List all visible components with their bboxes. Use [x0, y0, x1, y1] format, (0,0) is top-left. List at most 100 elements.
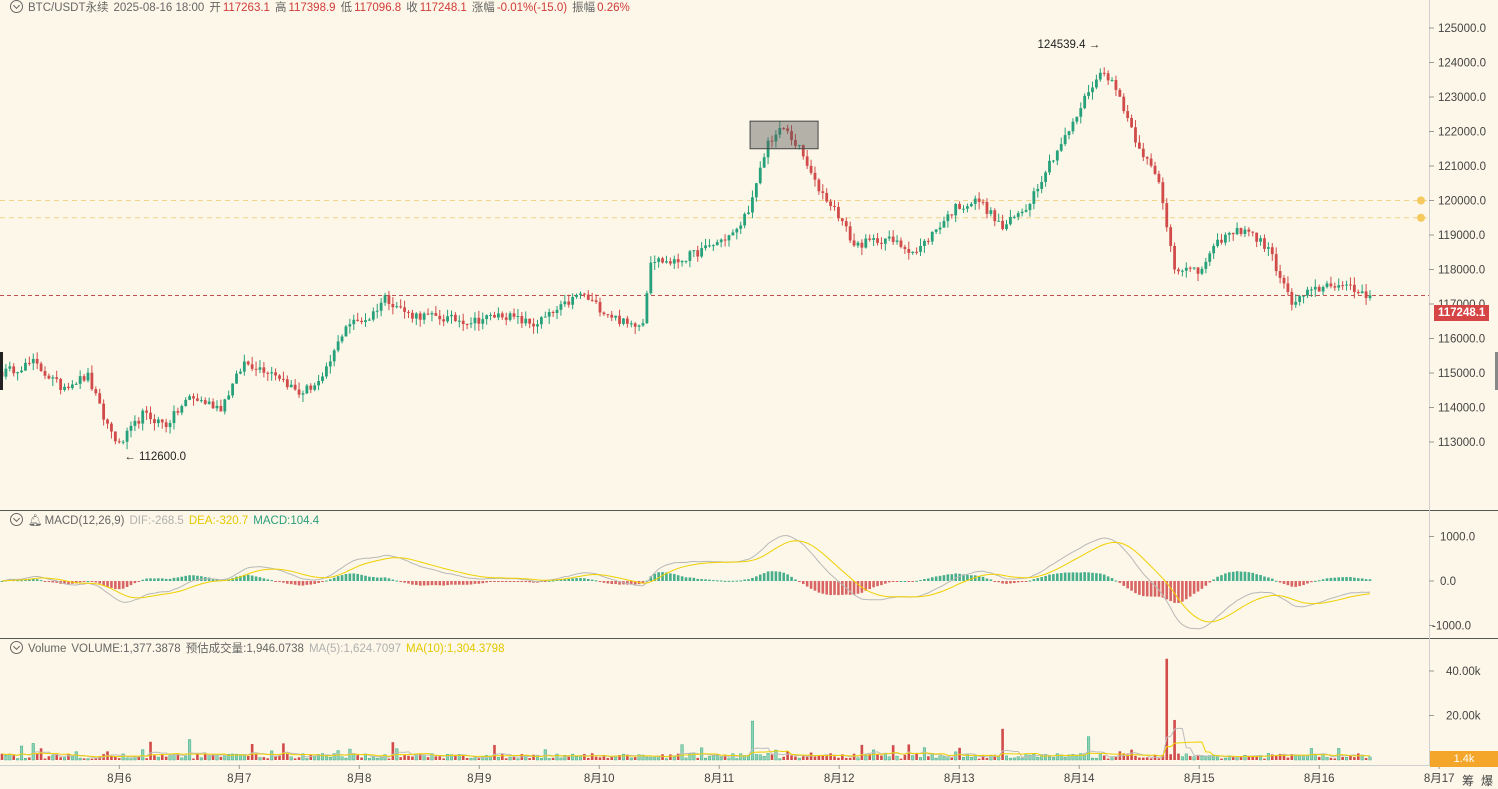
- volume-bar[interactable]: [727, 757, 731, 761]
- volume-bar[interactable]: [539, 757, 543, 761]
- macd-histogram-bar[interactable]: [1263, 576, 1266, 581]
- macd-histogram-bar[interactable]: [1360, 578, 1364, 581]
- macd-histogram-bar[interactable]: [477, 581, 481, 584]
- volume-bar[interactable]: [1055, 753, 1059, 761]
- candle[interactable]: [1243, 229, 1247, 234]
- macd-histogram-bar[interactable]: [1079, 572, 1083, 581]
- macd-histogram-bar[interactable]: [254, 576, 258, 581]
- candle[interactable]: [336, 341, 340, 351]
- macd-histogram-bar[interactable]: [1349, 577, 1352, 581]
- volume-bar[interactable]: [532, 754, 535, 760]
- candle[interactable]: [1282, 277, 1286, 284]
- candle[interactable]: [1223, 234, 1227, 243]
- macd-histogram-bar[interactable]: [571, 578, 574, 581]
- volume-bar[interactable]: [1063, 757, 1067, 761]
- candle[interactable]: [1032, 191, 1036, 204]
- macd-histogram-bar[interactable]: [1313, 580, 1317, 582]
- volume-bar[interactable]: [1114, 757, 1118, 760]
- candle[interactable]: [125, 430, 129, 442]
- volume-bar[interactable]: [1087, 736, 1091, 761]
- volume-bar[interactable]: [430, 753, 434, 761]
- candle[interactable]: [446, 316, 449, 322]
- candle[interactable]: [555, 309, 559, 314]
- candle[interactable]: [1009, 217, 1012, 225]
- volume-bar[interactable]: [43, 758, 47, 760]
- macd-histogram-bar[interactable]: [1052, 574, 1055, 581]
- macd-histogram-bar[interactable]: [485, 581, 488, 583]
- macd-histogram-bar[interactable]: [207, 577, 211, 581]
- macd-histogram-bar[interactable]: [543, 581, 547, 582]
- candle[interactable]: [1177, 269, 1180, 272]
- candle[interactable]: [301, 393, 305, 395]
- candle[interactable]: [962, 208, 965, 210]
- volume-bar[interactable]: [837, 757, 840, 760]
- candle[interactable]: [1161, 182, 1165, 204]
- macd-histogram-bar[interactable]: [1235, 571, 1239, 581]
- candle[interactable]: [813, 172, 817, 180]
- candle[interactable]: [508, 313, 512, 320]
- candle[interactable]: [1153, 165, 1157, 174]
- volume-bar[interactable]: [915, 753, 918, 760]
- volume-bar[interactable]: [1044, 754, 1048, 761]
- volume-bar[interactable]: [1204, 756, 1208, 761]
- macd-histogram-bar[interactable]: [1208, 581, 1212, 583]
- macd-histogram-bar[interactable]: [586, 578, 590, 581]
- volume-bar[interactable]: [927, 756, 930, 760]
- macd-histogram-bar[interactable]: [356, 573, 359, 581]
- macd-histogram-bar[interactable]: [704, 579, 707, 581]
- macd-histogram-bar[interactable]: [1122, 581, 1126, 586]
- volume-bar[interactable]: [235, 753, 239, 761]
- macd-histogram-bar[interactable]: [934, 576, 938, 581]
- macd-histogram-bar[interactable]: [426, 581, 430, 586]
- candle[interactable]: [442, 319, 446, 322]
- macd-histogram-bar[interactable]: [657, 572, 660, 581]
- volume-bar[interactable]: [844, 757, 848, 760]
- volume-bar[interactable]: [399, 757, 402, 760]
- candle[interactable]: [8, 366, 12, 369]
- macd-histogram-bar[interactable]: [1001, 581, 1004, 584]
- macd-histogram-bar[interactable]: [516, 581, 520, 582]
- macd-histogram-bar[interactable]: [106, 581, 109, 587]
- volume-bar[interactable]: [184, 755, 188, 761]
- volume-bar[interactable]: [610, 756, 614, 760]
- macd-histogram-bar[interactable]: [1243, 571, 1247, 581]
- macd-histogram-bar[interactable]: [1282, 581, 1286, 584]
- volume-bar[interactable]: [129, 758, 133, 761]
- macd-histogram-bar[interactable]: [907, 581, 911, 582]
- volume-bar[interactable]: [829, 753, 832, 760]
- macd-histogram-bar[interactable]: [899, 580, 903, 582]
- volume-bar[interactable]: [1294, 754, 1298, 761]
- candle[interactable]: [1001, 220, 1004, 230]
- macd-histogram-bar[interactable]: [606, 581, 610, 584]
- volume-bar[interactable]: [141, 749, 145, 761]
- candle[interactable]: [837, 207, 840, 219]
- candle[interactable]: [926, 240, 930, 242]
- macd-histogram-bar[interactable]: [684, 577, 688, 581]
- candle[interactable]: [1309, 289, 1313, 291]
- volume-bar[interactable]: [1325, 757, 1329, 761]
- volume-bar[interactable]: [493, 744, 496, 760]
- candle[interactable]: [891, 236, 895, 242]
- volume-bar[interactable]: [473, 757, 477, 761]
- volume-bar[interactable]: [1200, 755, 1204, 761]
- candle[interactable]: [614, 315, 618, 318]
- volume-bar[interactable]: [1165, 658, 1169, 760]
- macd-histogram-bar[interactable]: [1247, 572, 1251, 581]
- candle[interactable]: [1321, 287, 1325, 292]
- volume-bar[interactable]: [375, 758, 379, 761]
- macd-histogram-bar[interactable]: [160, 578, 164, 581]
- candle[interactable]: [1239, 228, 1243, 234]
- candle[interactable]: [348, 324, 352, 327]
- volume-bar[interactable]: [340, 756, 344, 761]
- candle[interactable]: [868, 238, 872, 240]
- candle[interactable]: [63, 386, 66, 390]
- candle[interactable]: [266, 372, 270, 374]
- candle[interactable]: [1110, 80, 1114, 82]
- collapse-chevron-icon[interactable]: [10, 513, 23, 526]
- volume-bar[interactable]: [919, 757, 923, 761]
- macd-histogram-bar[interactable]: [559, 579, 563, 581]
- macd-histogram-bar[interactable]: [868, 581, 872, 590]
- macd-histogram-bar[interactable]: [547, 580, 551, 582]
- macd-histogram-bar[interactable]: [325, 580, 328, 582]
- candle[interactable]: [215, 405, 219, 409]
